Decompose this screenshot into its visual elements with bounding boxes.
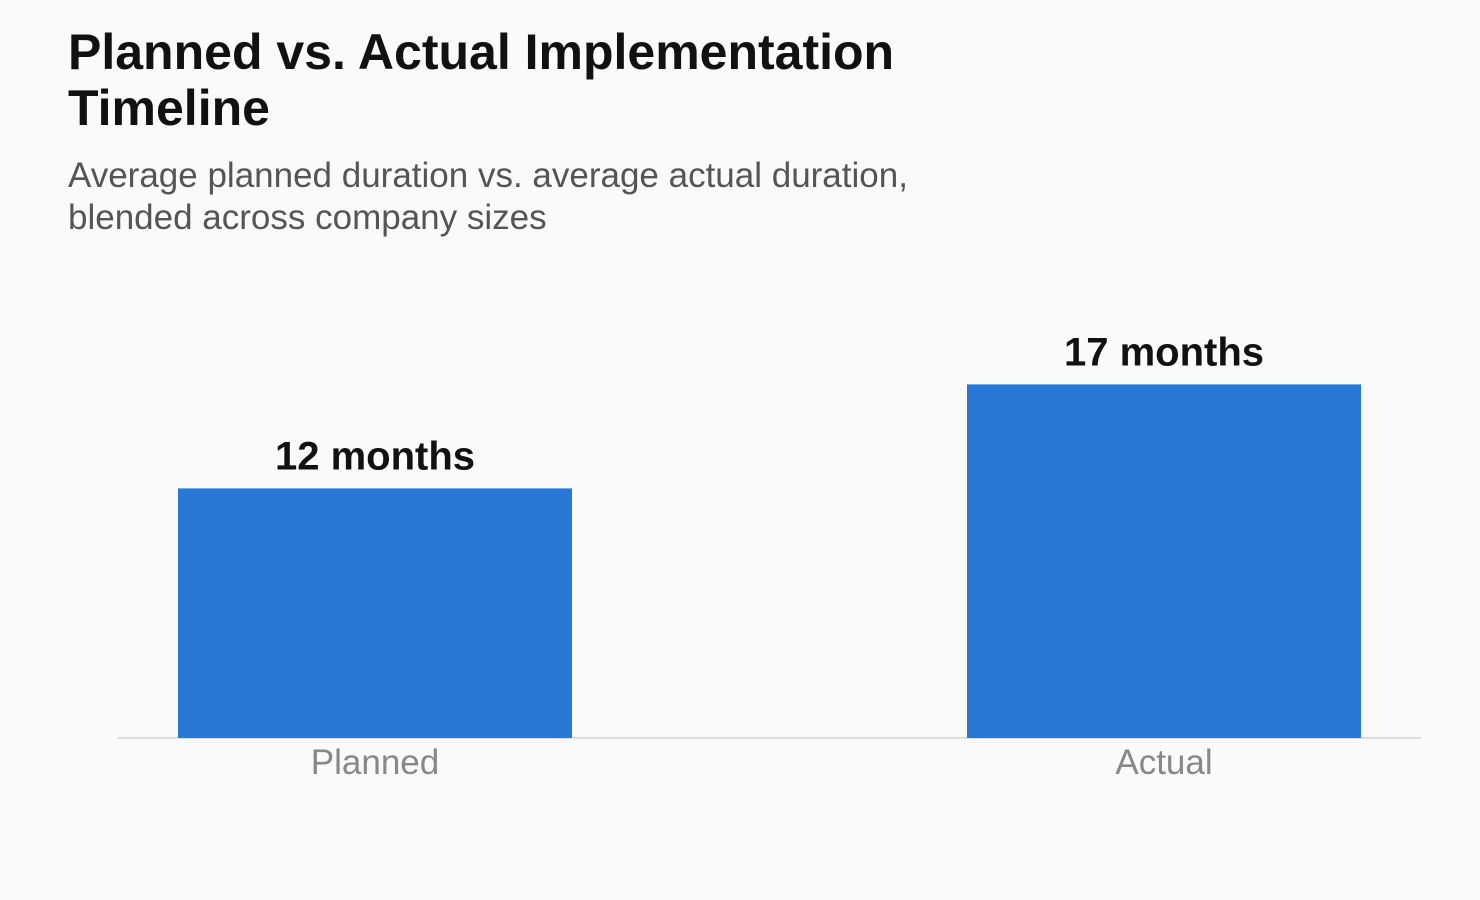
bar-actual <box>967 384 1361 738</box>
x-tick-label-planned: Planned <box>311 743 439 782</box>
data-label-actual: 17 months <box>1064 330 1264 374</box>
chart-subtitle: Average planned duration vs. average act… <box>68 156 908 237</box>
bar-planned <box>178 488 572 738</box>
x-tick-label-actual: Actual <box>1115 743 1212 782</box>
data-label-planned: 12 months <box>275 434 475 478</box>
chart-title: Planned vs. Actual Implementation Timeli… <box>68 24 895 136</box>
